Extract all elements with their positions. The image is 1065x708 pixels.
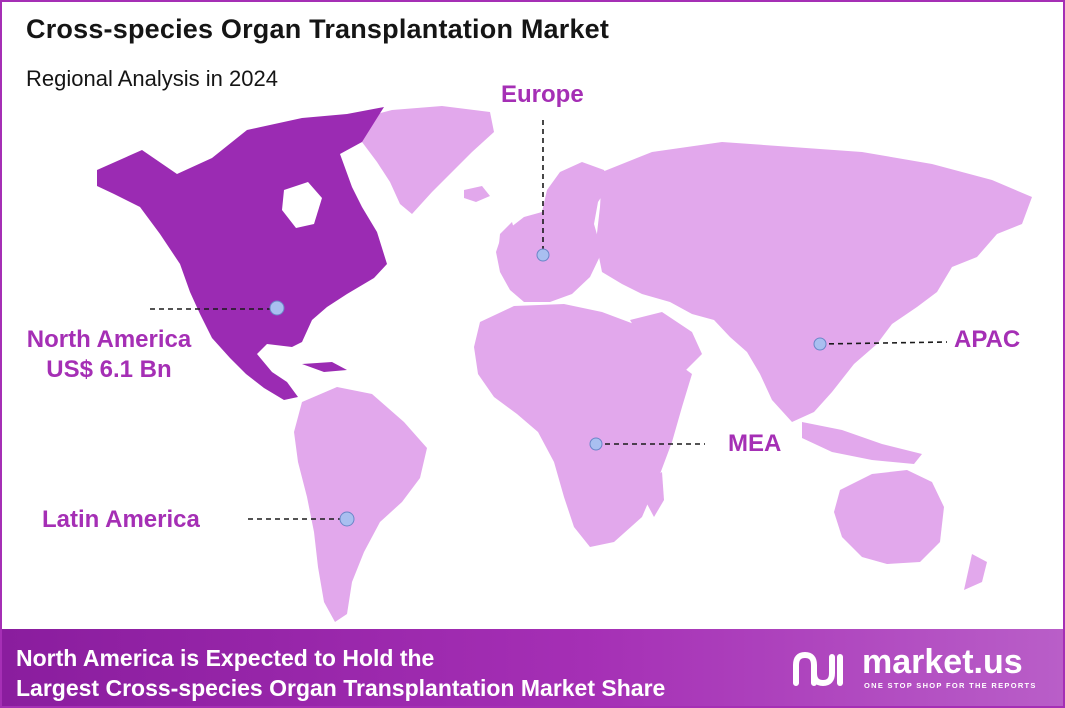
south-america-shape xyxy=(294,387,427,622)
north-america-value: US$ 6.1 Bn xyxy=(46,356,172,383)
madagascar-shape xyxy=(646,472,664,517)
asia-shape xyxy=(596,142,1032,422)
indonesia-shape xyxy=(802,422,922,464)
north-america-marker xyxy=(269,300,285,316)
brand-name: market.us xyxy=(862,643,1023,681)
uk-shape xyxy=(498,222,518,260)
footer-line-2: Largest Cross-species Organ Transplantat… xyxy=(16,675,666,701)
north-america-label-group: North America US$ 6.1 Bn xyxy=(16,325,202,385)
mea-label: MEA xyxy=(728,430,782,457)
apac-label: APAC xyxy=(954,326,1021,353)
mea-marker xyxy=(589,437,603,451)
hudson-bay-shape xyxy=(282,182,322,228)
page-title: Cross-species Organ Transplantation Mark… xyxy=(26,14,610,44)
apac-marker xyxy=(813,337,827,351)
brand-tagline: ONE STOP SHOP FOR THE REPORTS xyxy=(864,681,1037,690)
latin-america-label: Latin America xyxy=(42,506,200,533)
north-america-shape xyxy=(97,107,387,400)
greenland-shape xyxy=(354,106,494,214)
world-map xyxy=(97,106,1032,622)
north-america-label: North America xyxy=(26,326,192,353)
europe-label: Europe xyxy=(501,81,584,108)
australia-shape xyxy=(834,470,944,564)
cuba-shape xyxy=(302,362,347,372)
africa-shape xyxy=(474,304,692,547)
europe-shape xyxy=(496,162,610,302)
footer-line-1: North America is Expected to Hold the xyxy=(16,645,435,671)
footer-banner: North America is Expected to Hold the La… xyxy=(2,629,1063,706)
apac-leader-line xyxy=(819,341,948,345)
market-us-logo-icon xyxy=(793,651,843,687)
new-zealand-shape xyxy=(964,554,987,590)
europe-marker xyxy=(536,248,550,262)
iceland-shape xyxy=(464,186,490,202)
latin-america-marker xyxy=(339,511,355,527)
japan-shape xyxy=(907,260,932,304)
footer-caption: North America is Expected to Hold the La… xyxy=(16,643,665,703)
page-subtitle: Regional Analysis in 2024 xyxy=(26,66,278,91)
arabia-shape xyxy=(630,312,702,374)
